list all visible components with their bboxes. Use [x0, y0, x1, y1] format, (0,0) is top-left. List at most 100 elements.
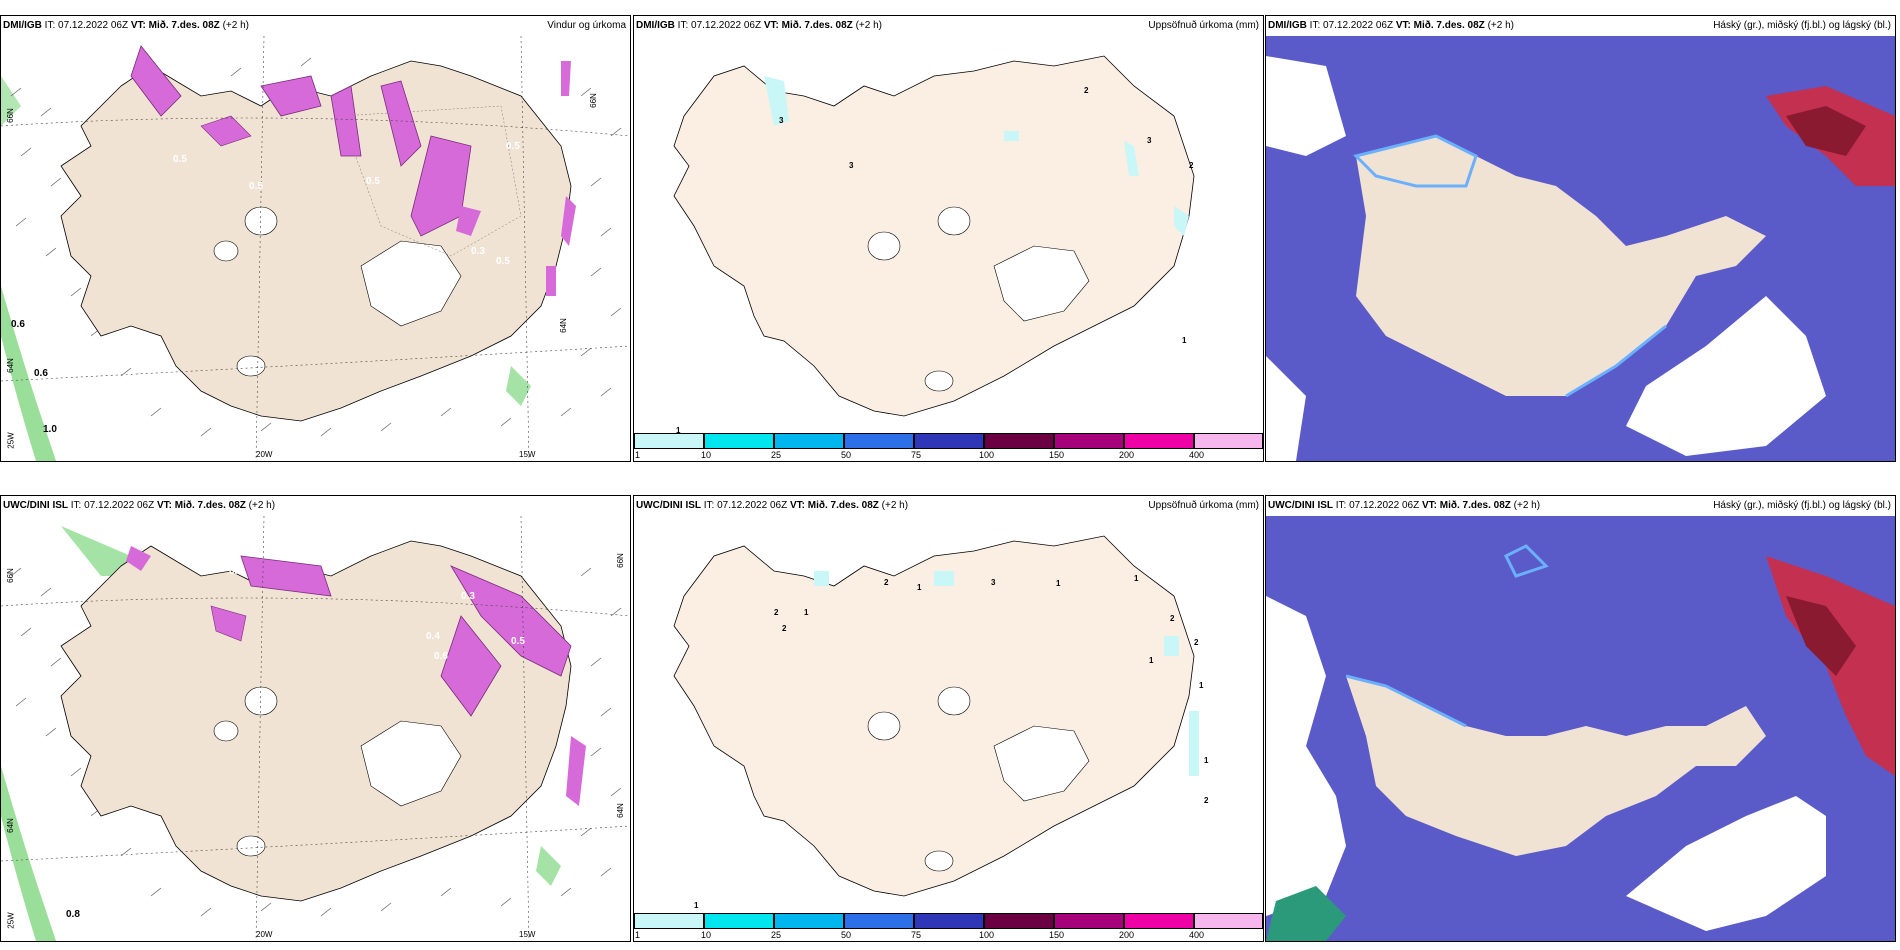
model-name: UWC/DINI ISL: [636, 500, 701, 511]
legend-swatch: [634, 433, 704, 449]
lead-time: (+2 h): [1487, 20, 1514, 31]
legend-tick: 1: [635, 450, 641, 460]
lead-time: (+2 h): [248, 500, 276, 511]
legend-swatch: [914, 433, 984, 449]
panel-header: DMI/IGB IT: 07.12.2022 06Z VT: Mið. 7.de…: [1266, 16, 1895, 36]
valid-time: VT: Mið. 7.des. 08Z: [789, 500, 879, 511]
wind-precip-map: [1, 516, 630, 941]
legend-tick: 400: [1189, 930, 1205, 940]
contour-label: 1: [1056, 579, 1061, 588]
legend-tick: 100: [979, 930, 995, 940]
lat-label: 66N: [5, 108, 15, 123]
legend-swatch: [984, 433, 1054, 449]
contour-label: 2: [1194, 638, 1199, 647]
contour-label: 1: [676, 426, 681, 435]
contour-label: 0.5: [249, 181, 263, 192]
valid-time: VT: Mið. 7.des. 08Z: [1395, 20, 1485, 31]
contour-label: 1: [1199, 681, 1204, 690]
contour-label: 2: [1189, 161, 1194, 170]
init-time: IT: 07.12.2022 06Z: [44, 20, 129, 31]
model-name: DMI/IGB: [636, 20, 675, 31]
contour-label: 3: [849, 161, 854, 170]
contour-label: 1: [804, 608, 809, 617]
legend-tick: 10: [701, 450, 712, 460]
precip-legend: 1 10 25 50 75 100 150 200 400: [634, 433, 1263, 461]
init-time: IT: 07.12.2022 06Z: [1309, 20, 1394, 31]
legend-swatch: [1194, 913, 1263, 929]
lead-time: (+2 h): [855, 20, 882, 31]
contour-label: 0.5: [173, 154, 187, 165]
valid-time: VT: Mið. 7.des. 08Z: [156, 500, 246, 511]
legend-swatch: [704, 433, 774, 449]
contour-label: 3: [779, 116, 784, 125]
valid-time: VT: Mið. 7.des. 08Z: [763, 20, 853, 31]
model-name: UWC/DINI ISL: [3, 500, 68, 511]
precip-legend: 1 10 25 50 75 100 150 200 400: [634, 913, 1263, 941]
accum-precip-map: [673, 535, 1199, 897]
legend-tick: 25: [771, 450, 782, 460]
contour-label: 0.5: [496, 256, 510, 267]
legend-swatch: [704, 913, 774, 929]
legend-swatch: [774, 913, 844, 929]
lon-label: 15W: [519, 450, 536, 459]
contour-label: 1.0: [43, 424, 57, 435]
lat-label: 64N: [5, 818, 15, 833]
map-panel-bottom-left: UWC/DINI ISL IT: 07.12.2022 06Z VT: Mið.…: [0, 495, 631, 942]
contour-label: 2: [1204, 796, 1209, 805]
panel-title: Uppsöfnuð úrkoma (mm): [1148, 500, 1259, 511]
init-time: IT: 07.12.2022 06Z: [677, 20, 762, 31]
legend-swatch: [774, 433, 844, 449]
valid-time: VT: Mið. 7.des. 08Z: [1421, 500, 1511, 511]
panel-header: UWC/DINI ISL IT: 07.12.2022 06Z VT: Mið.…: [1266, 496, 1895, 516]
map-panel-bottom-mid: UWC/DINI ISL IT: 07.12.2022 06Z VT: Mið.…: [633, 495, 1264, 942]
contour-label: 1: [1204, 756, 1209, 765]
legend-swatch: [914, 913, 984, 929]
legend-swatch: [1054, 433, 1124, 449]
contour-label: 0.5: [229, 566, 243, 577]
contour-label: 1: [1149, 656, 1154, 665]
model-name: DMI/IGB: [1268, 20, 1307, 31]
panel-header: UWC/DINI ISL IT: 07.12.2022 06Z VT: Mið.…: [634, 496, 1263, 516]
lon-label: 20W: [256, 930, 273, 939]
legend-swatch: [1124, 433, 1194, 449]
legend-swatch: [1124, 913, 1194, 929]
legend-tick: 75: [911, 450, 922, 460]
legend-tick: 75: [911, 930, 922, 940]
legend-tick: 25: [771, 930, 782, 940]
contour-label: 0.4: [426, 631, 440, 642]
legend-tick: 50: [841, 450, 852, 460]
accum-precip-map: [673, 55, 1195, 417]
legend-tick: 200: [1119, 930, 1135, 940]
contour-label: 2: [884, 578, 889, 587]
contour-label: 0.6: [11, 319, 25, 330]
contour-label: 1: [1134, 574, 1139, 583]
contour-label: 2: [1084, 86, 1089, 95]
lat-label: 66N: [615, 553, 625, 568]
contour-label: 0.5: [366, 176, 380, 187]
contour-label: 2: [774, 608, 779, 617]
legend-tick: 150: [1049, 930, 1065, 940]
contour-label: 2: [782, 624, 787, 633]
contour-label: 1: [694, 901, 699, 910]
panel-title: Vindur og úrkoma: [547, 20, 626, 31]
contour-label: 2: [1170, 614, 1175, 623]
init-time: IT: 07.12.2022 06Z: [1335, 500, 1420, 511]
legend-swatch: [844, 913, 914, 929]
contour-label: 0.3: [461, 591, 475, 602]
panel-title: Háský (gr.), miðský (fj.bl.) og lágský (…: [1713, 20, 1891, 31]
contour-label: 3: [991, 578, 996, 587]
map-panel-top-mid: DMI/IGB IT: 07.12.2022 06Z VT: Mið. 7.de…: [633, 15, 1264, 462]
map-panel-top-left: DMI/IGB IT: 07.12.2022 06Z VT: Mið. 7.de…: [0, 15, 631, 462]
lon-label: 25W: [6, 912, 16, 929]
contour-label: 1: [1182, 336, 1187, 345]
valid-time: VT: Mið. 7.des. 08Z: [130, 20, 220, 31]
legend-tick: 100: [979, 450, 995, 460]
legend-tick: 150: [1049, 450, 1065, 460]
map-panel-top-right: DMI/IGB IT: 07.12.2022 06Z VT: Mið. 7.de…: [1265, 15, 1896, 462]
contour-label: 0.3: [219, 558, 233, 569]
legend-swatch: [844, 433, 914, 449]
contour-label: 1: [917, 583, 922, 592]
wind-precip-map: [1, 36, 630, 461]
contour-label: 0.6: [34, 368, 48, 379]
lead-time: (+2 h): [881, 500, 909, 511]
